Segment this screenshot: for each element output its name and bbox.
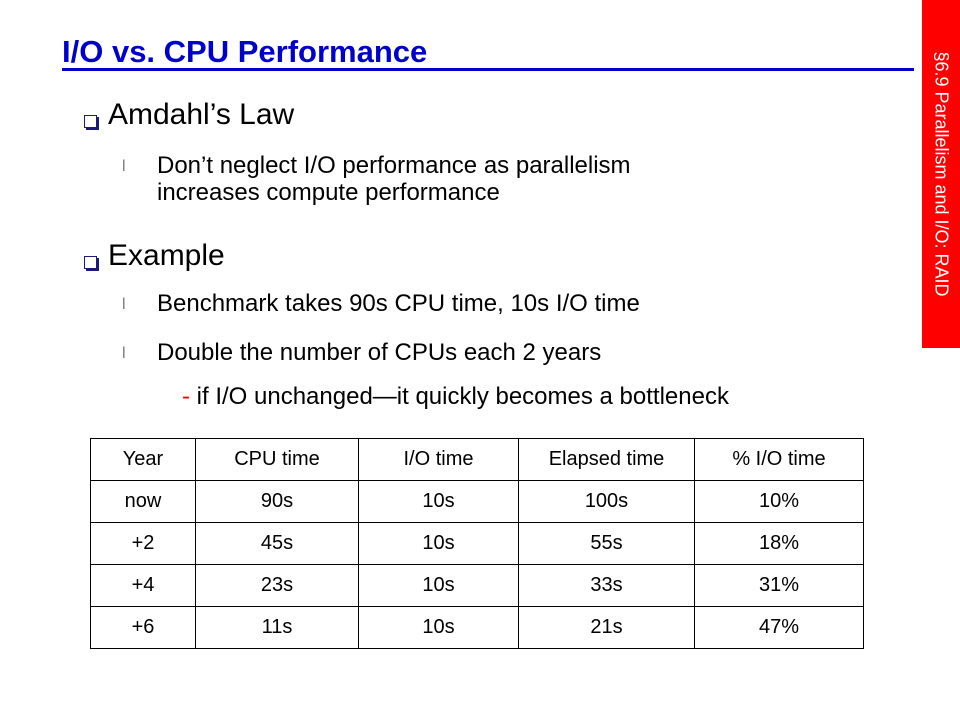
checkbox-bullet-icon (84, 256, 97, 269)
table-row: +4 23s 10s 33s 31% (90, 564, 864, 607)
table-cell: 33s (518, 564, 695, 607)
sub-bullet-line-1: Don’t neglect I/O performance as paralle… (157, 152, 631, 179)
table-row: now 90s 10s 100s 10% (90, 480, 864, 523)
table-cell: 90s (195, 480, 359, 523)
section-tab-label: §6.9 Parallelism and I/O: RAID (931, 51, 952, 297)
dash-icon: - (182, 383, 190, 410)
table-cell: +4 (90, 564, 196, 607)
table-header-cell: Year (90, 438, 196, 481)
table-header-cell: CPU time (195, 438, 359, 481)
table-cell: 10s (358, 480, 519, 523)
table-header-cell: I/O time (358, 438, 519, 481)
table-cell: 55s (518, 522, 695, 565)
table-cell: 18% (694, 522, 864, 565)
sub-bullet-icon: l (122, 345, 126, 362)
table-cell: 10s (358, 564, 519, 607)
checkbox-bullet-icon (84, 115, 97, 128)
table-cell: 10s (358, 606, 519, 649)
table-cell: now (90, 480, 196, 523)
table-cell: 31% (694, 564, 864, 607)
table-cell: 45s (195, 522, 359, 565)
sub-bullet-line-2: increases compute performance (157, 179, 500, 206)
table-header-cell: % I/O time (694, 438, 864, 481)
table-row: +2 45s 10s 55s 18% (90, 522, 864, 565)
bullet-example: Example (108, 239, 225, 272)
table-cell: 47% (694, 606, 864, 649)
table-cell: 11s (195, 606, 359, 649)
table-cell: 10% (694, 480, 864, 523)
slide-title: I/O vs. CPU Performance (62, 34, 428, 69)
sub-bullet-double-cpus: Double the number of CPUs each 2 years (157, 339, 602, 366)
sub-bullet-icon: l (122, 158, 126, 175)
bullet-amdahls-law: Amdahl’s Law (108, 98, 295, 131)
sub-bullet-icon: l (122, 296, 126, 313)
sub-sub-bullet-text: if I/O unchanged—it quickly becomes a bo… (196, 383, 729, 410)
table-header-row: Year CPU time I/O time Elapsed time % I/… (90, 438, 864, 481)
section-tab: §6.9 Parallelism and I/O: RAID (922, 0, 960, 348)
table-cell: +2 (90, 522, 196, 565)
table-cell: 23s (195, 564, 359, 607)
table-cell: 21s (518, 606, 695, 649)
sub-sub-bullet: - if I/O unchanged—it quickly becomes a … (182, 383, 729, 411)
table-header-cell: Elapsed time (518, 438, 695, 481)
table-cell: 100s (518, 480, 695, 523)
sub-bullet-benchmark: Benchmark takes 90s CPU time, 10s I/O ti… (157, 290, 640, 317)
title-underline (62, 68, 914, 71)
table-cell: 10s (358, 522, 519, 565)
table-row: +6 11s 10s 21s 47% (90, 606, 864, 649)
table-cell: +6 (90, 606, 196, 649)
io-cpu-table: Year CPU time I/O time Elapsed time % I/… (90, 438, 864, 649)
